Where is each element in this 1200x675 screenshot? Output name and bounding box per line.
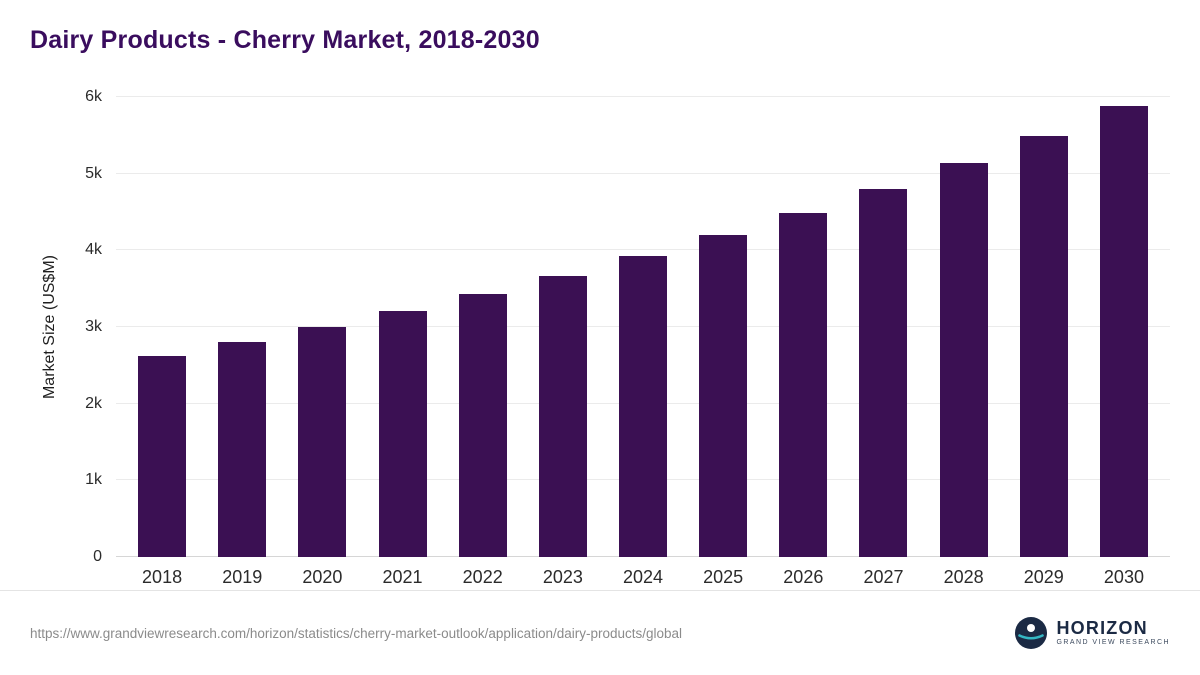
horizon-logo: HORIZON GRAND VIEW RESEARCH [1015,617,1170,649]
y-gridline [116,249,1170,251]
x-tick-label: 2020 [302,567,343,587]
bar-slot [683,97,763,557]
x-tick-label: 2029 [1023,567,1064,587]
x-tick-label: 2028 [943,567,984,587]
bar-2029 [1019,136,1068,557]
bar-slot [763,97,843,557]
bars [116,97,1170,557]
y-tick-label: 4k [85,241,102,259]
bar-slot [282,97,362,557]
bar-2019 [218,342,267,557]
bar-2025 [699,235,748,557]
x-tick-label: 2024 [622,567,664,587]
logo-subtitle: GRAND VIEW RESEARCH [1056,639,1170,647]
bar-2020 [298,327,347,557]
x-tick-label: 2019 [222,567,263,587]
y-axis-title-wrap: Market Size (US$M) [30,97,70,557]
bar-2018 [138,356,187,557]
x-tick-label: 2030 [1103,567,1144,587]
y-tick-label: 1k [85,471,102,489]
bar-slot [603,97,683,557]
bar-slot [1004,97,1084,557]
bar-2026 [779,212,828,557]
bar-slot [122,97,202,557]
footer: https://www.grandviewresearch.com/horizo… [0,590,1200,675]
y-tick-label: 2k [85,394,102,412]
x-tick-label: 2021 [382,567,423,587]
bar-2023 [538,276,587,557]
bar-slot [1084,97,1164,557]
x-tick-label: 2022 [462,567,503,587]
x-tick-label: 2027 [863,567,904,587]
x-tick-label: 2026 [783,567,824,587]
x-tick-label: 2018 [142,567,183,587]
bar-slot [523,97,603,557]
bar-2022 [458,294,507,557]
x-axis-labels: 2018 2019 2020 2021 2022 2023 2024 2025 2026 2027… [116,567,1170,588]
y-tick-label: 0 [93,548,102,565]
source-url: https://www.grandviewresearch.com/horizo… [30,625,683,641]
bar-slot [924,97,1004,557]
chart: Market Size (US$M) 0 1k 2k 3k 4k 5k 6k 2018 201… [30,55,1170,590]
x-tick-label: 2023 [542,567,583,587]
bar-2027 [859,189,908,557]
bar-2024 [619,255,668,557]
y-tick-label: 5k [85,164,102,182]
page-title: Dairy Products - Cherry Market, 2018-203… [30,26,540,54]
horizon-logo-icon [1015,617,1048,649]
y-gridline [116,96,1170,97]
bar-2028 [939,162,988,557]
y-axis-title: Market Size (US$M) [41,254,58,400]
y-gridline [116,172,1170,174]
y-tick-label: 3k [85,318,102,335]
bar-slot [443,97,523,557]
y-tick-label: 6k [85,88,102,105]
bar-slot [362,97,442,557]
bar-slot [843,97,923,557]
plot-area: 0 1k 2k 3k 4k 5k 6k [85,89,1170,565]
logo-name: HORIZON [1056,618,1148,639]
bar-2021 [378,310,427,557]
bar-slot [202,97,282,557]
bar-2030 [1099,106,1148,557]
x-tick-label: 2025 [703,567,744,587]
